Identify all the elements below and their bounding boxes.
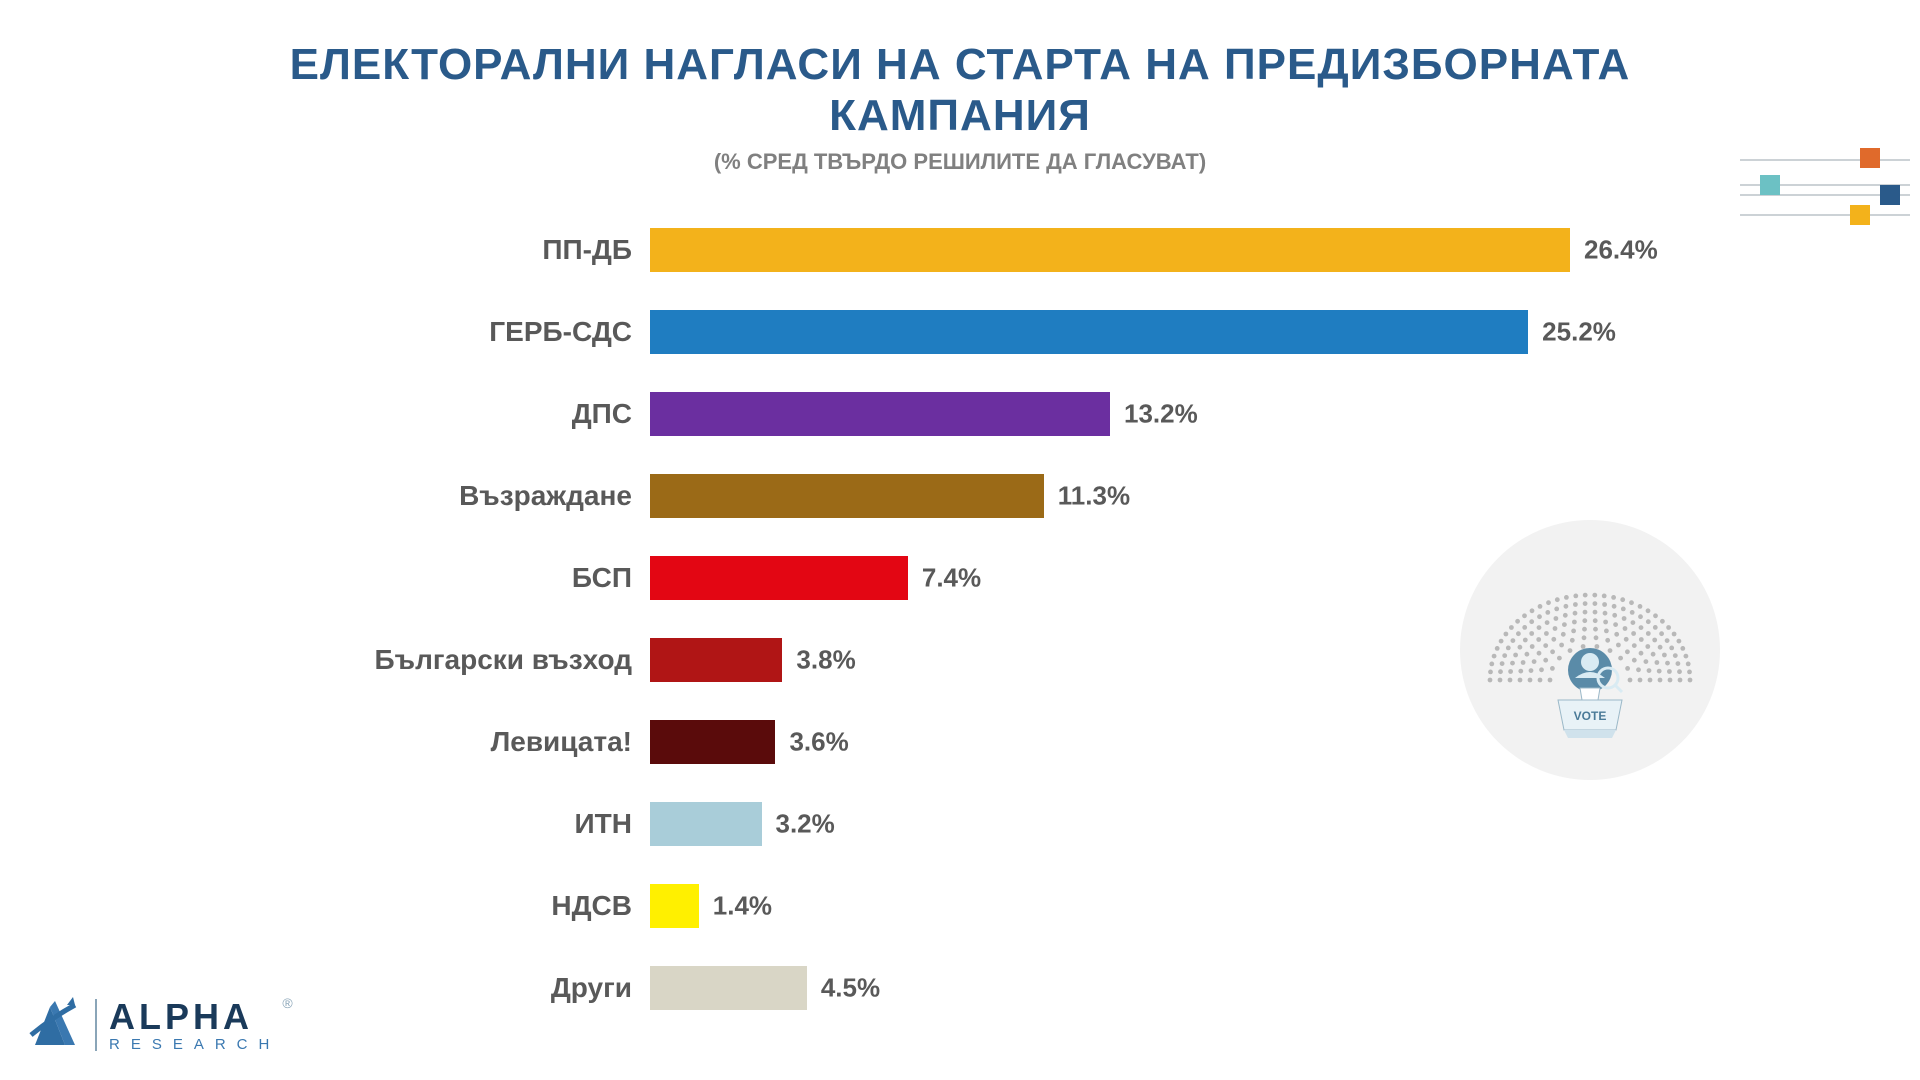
- parliament-badge: VOTE: [1460, 520, 1720, 780]
- bar-value: 26.4%: [1584, 235, 1658, 266]
- chart-row: ИТН 3.2%: [0, 789, 1600, 859]
- bar-value: 4.5%: [821, 973, 880, 1004]
- subtitle: (% СРЕД ТВЪРДО РЕШИЛИТЕ ДА ГЛАСУВАТ): [0, 149, 1920, 175]
- bar-value: 1.4%: [713, 891, 772, 922]
- parliament-icon: VOTE: [1480, 550, 1700, 750]
- bar-wrap: 13.2%: [650, 392, 1600, 436]
- title-line-1: ЕЛЕКТОРАЛНИ НАГЛАСИ НА СТАРТА НА ПРЕДИЗБ…: [290, 40, 1631, 89]
- bar-value: 13.2%: [1124, 399, 1198, 430]
- brand-name: ALPHA: [109, 999, 280, 1035]
- bar-label: ДПС: [0, 398, 650, 430]
- bar-label: ГЕРБ-СДС: [0, 316, 650, 348]
- page-title: ЕЛЕКТОРАЛНИ НАГЛАСИ НА СТАРТА НА ПРЕДИЗБ…: [0, 40, 1920, 141]
- bar: [650, 966, 807, 1010]
- trademark: ®: [282, 995, 292, 1011]
- bar: [650, 474, 1044, 518]
- brand-sub: RESEARCH: [109, 1037, 280, 1052]
- bar-label: Възраждане: [0, 480, 650, 512]
- bar-wrap: 3.6%: [650, 720, 1600, 764]
- logo-divider: [95, 999, 97, 1051]
- vote-label: VOTE: [1574, 709, 1607, 723]
- bar-value: 25.2%: [1542, 317, 1616, 348]
- chart-row: НДСВ 1.4%: [0, 871, 1600, 941]
- bar: [650, 310, 1528, 354]
- bar-label: Левицата!: [0, 726, 650, 758]
- bar-label: НДСВ: [0, 890, 650, 922]
- bar: [650, 802, 762, 846]
- bar: [650, 392, 1110, 436]
- chart-row: Български възход 3.8%: [0, 625, 1600, 695]
- bar-wrap: 1.4%: [650, 884, 1600, 928]
- bar-wrap: 3.2%: [650, 802, 1600, 846]
- bar-wrap: 25.2%: [650, 310, 1600, 354]
- chart-row: Възраждане 11.3%: [0, 461, 1600, 531]
- chart-row: ДПС 13.2%: [0, 379, 1600, 449]
- bar: [650, 556, 908, 600]
- bar: [650, 638, 782, 682]
- title-line-2: КАМПАНИЯ: [829, 91, 1091, 140]
- bar-label: БСП: [0, 562, 650, 594]
- bar-value: 3.8%: [796, 645, 855, 676]
- brand-logo: ALPHA RESEARCH ®: [25, 995, 293, 1055]
- chart-row: БСП 7.4%: [0, 543, 1600, 613]
- deco-svg: [1740, 145, 1920, 235]
- logo-mark: [25, 995, 85, 1055]
- chart-row: ГЕРБ-СДС25.2%: [0, 297, 1600, 367]
- bar-value: 3.2%: [776, 809, 835, 840]
- bar: [650, 228, 1570, 272]
- bar-value: 11.3%: [1058, 481, 1130, 512]
- bar-wrap: 26.4%: [650, 228, 1600, 272]
- bar-value: 3.6%: [789, 727, 848, 758]
- logo-text: ALPHA RESEARCH: [109, 999, 280, 1052]
- bar-label: Български възход: [0, 644, 650, 676]
- chart-row: ПП-ДБ26.4%: [0, 215, 1600, 285]
- bar-label: ИТН: [0, 808, 650, 840]
- bar-chart: ПП-ДБ26.4% ГЕРБ-СДС25.2% ДПС 13.2% Възраждан…: [0, 215, 1600, 1035]
- slide: ЕЛЕКТОРАЛНИ НАГЛАСИ НА СТАРТА НА ПРЕДИЗБ…: [0, 0, 1920, 1080]
- bar-wrap: 3.8%: [650, 638, 1600, 682]
- bar: [650, 720, 775, 764]
- title-block: ЕЛЕКТОРАЛНИ НАГЛАСИ НА СТАРТА НА ПРЕДИЗБ…: [0, 0, 1920, 175]
- corner-decoration: [1740, 145, 1920, 240]
- chart-row: Левицата! 3.6%: [0, 707, 1600, 777]
- bar-wrap: 4.5%: [650, 966, 1600, 1010]
- bar-label: ПП-ДБ: [0, 234, 650, 266]
- bar-wrap: 11.3%: [650, 474, 1600, 518]
- bar: [650, 884, 699, 928]
- bar-value: 7.4%: [922, 563, 981, 594]
- bar-wrap: 7.4%: [650, 556, 1600, 600]
